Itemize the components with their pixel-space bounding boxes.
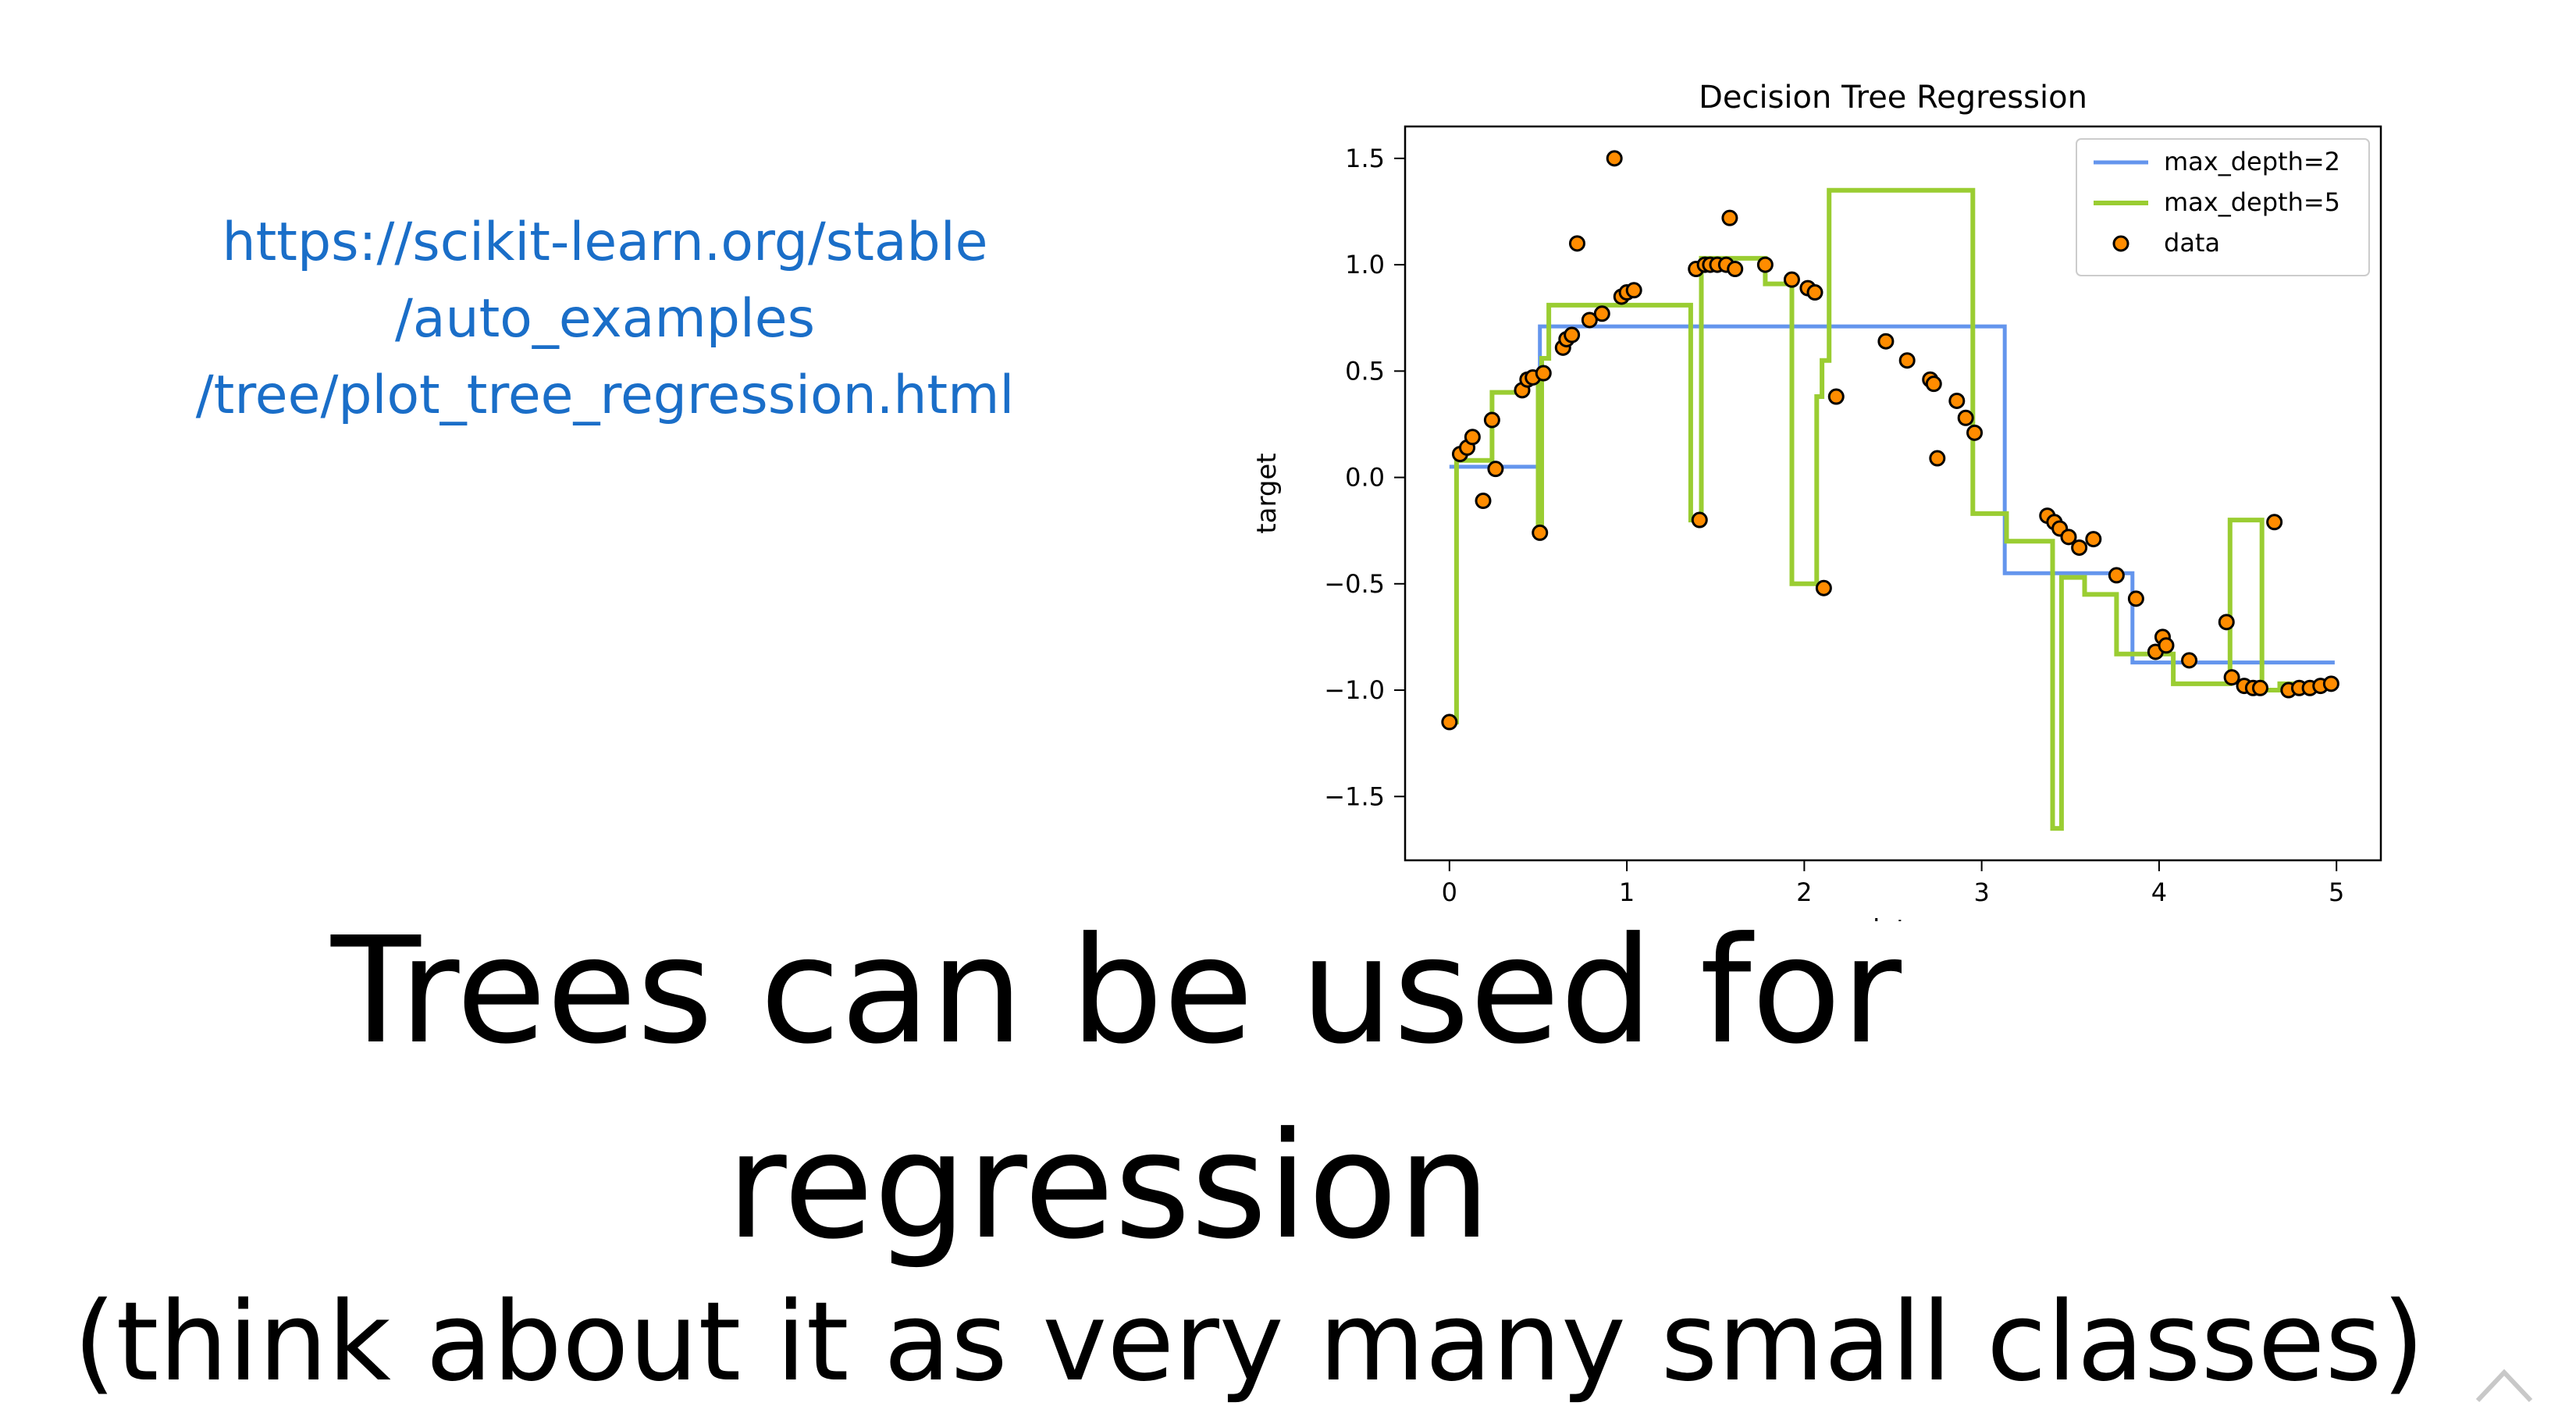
data-point bbox=[2181, 652, 2198, 669]
source-link-line-3[interactable]: /tree/plot_tree_regression.html bbox=[195, 365, 1015, 426]
series-line-max-depth-2 bbox=[1449, 324, 2335, 665]
data-point bbox=[2060, 529, 2077, 546]
data-point bbox=[2127, 590, 2144, 607]
x-axis-label: data bbox=[1863, 914, 1923, 921]
chevron-up-icon[interactable] bbox=[2473, 1357, 2535, 1404]
y-axis-label: target bbox=[1251, 453, 1283, 533]
x-tick-label: 1 bbox=[1619, 877, 1635, 907]
y-tick-label: 0.0 bbox=[1345, 463, 1385, 493]
source-link-line-1[interactable]: https://scikit-learn.org/stable bbox=[222, 212, 988, 273]
data-point bbox=[1581, 311, 1598, 329]
data-point bbox=[1898, 352, 1916, 369]
legend-label: max_depth=2 bbox=[2164, 147, 2340, 176]
data-point bbox=[1483, 411, 1500, 429]
x-tick-label: 0 bbox=[1442, 877, 1457, 907]
source-link-line-2[interactable]: /auto_examples bbox=[394, 288, 816, 350]
data-point bbox=[1564, 326, 1581, 343]
x-tick-label: 3 bbox=[1973, 877, 1989, 907]
data-point bbox=[2223, 669, 2240, 686]
data-point bbox=[1475, 493, 1492, 510]
source-link[interactable]: https://scikit-learn.org/stable /auto_ex… bbox=[117, 205, 1093, 434]
data-point bbox=[2158, 637, 2175, 654]
data-point bbox=[1727, 261, 1744, 278]
y-tick-label: 1.0 bbox=[1345, 250, 1385, 279]
data-point bbox=[1948, 392, 1966, 409]
y-tick-label: 0.5 bbox=[1345, 356, 1385, 386]
data-point bbox=[1691, 511, 1708, 529]
data-point bbox=[1929, 450, 1946, 467]
data-point bbox=[1756, 256, 1774, 273]
x-tick-label: 5 bbox=[2329, 877, 2344, 907]
data-point bbox=[2071, 539, 2088, 556]
headline-line-2: regression bbox=[726, 1101, 1491, 1272]
headline-line-1: Trees can be used for bbox=[330, 906, 1902, 1077]
chart-title: Decision Tree Regression bbox=[1699, 80, 2087, 116]
data-point bbox=[1877, 333, 1895, 350]
data-point bbox=[1535, 365, 1552, 382]
legend-label: data bbox=[2164, 228, 2220, 258]
data-point bbox=[1441, 714, 1458, 731]
data-point bbox=[2266, 514, 2283, 531]
y-tick-label: −1.0 bbox=[1324, 675, 1385, 705]
data-point bbox=[1606, 150, 1623, 167]
data-point bbox=[1783, 271, 1800, 288]
data-point bbox=[1593, 305, 1610, 322]
data-point bbox=[1721, 209, 1738, 226]
data-point bbox=[1827, 388, 1845, 405]
data-point bbox=[1806, 284, 1823, 301]
data-point bbox=[1532, 524, 1549, 541]
data-point bbox=[1925, 376, 1942, 393]
series-line-max-depth-5 bbox=[1449, 187, 2335, 831]
data-point bbox=[2251, 679, 2268, 696]
data-point bbox=[1966, 424, 1984, 441]
x-tick-label: 2 bbox=[1796, 877, 1812, 907]
x-tick-label: 4 bbox=[2151, 877, 2167, 907]
y-tick-label: −1.5 bbox=[1324, 781, 1385, 811]
data-point bbox=[1815, 579, 1832, 596]
data-point bbox=[2085, 531, 2102, 548]
legend-label: max_depth=5 bbox=[2164, 187, 2340, 217]
legend-box bbox=[2076, 138, 2370, 276]
data-point bbox=[2108, 567, 2125, 584]
y-tick-label: 1.5 bbox=[1345, 144, 1385, 173]
headline-line-3: (think about it as very many small class… bbox=[73, 1279, 2425, 1406]
decision-tree-regression-chart: Decision Tree Regression 0 1 2 3 4 5 1.5 1.0 0.5 0… bbox=[1251, 80, 2382, 921]
data-point bbox=[1957, 409, 1974, 426]
plot-frame bbox=[1404, 125, 2382, 862]
data-point bbox=[1568, 235, 1585, 252]
data-point bbox=[1487, 461, 1504, 478]
legend-swatch-data bbox=[2112, 235, 2129, 252]
data-point bbox=[1625, 282, 1642, 299]
y-tick-label: −0.5 bbox=[1324, 569, 1385, 599]
data-point bbox=[1464, 429, 1481, 446]
data-point bbox=[2218, 614, 2235, 631]
data-point bbox=[2322, 675, 2339, 692]
